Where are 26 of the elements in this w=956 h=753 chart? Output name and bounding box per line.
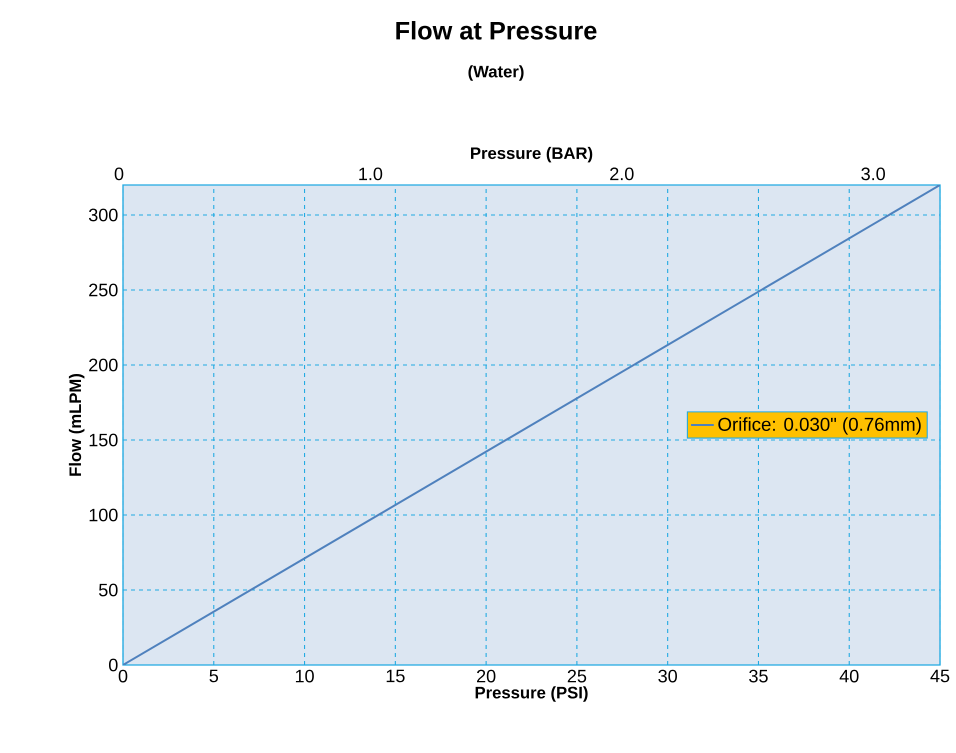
y-tick-label: 200 [89, 358, 118, 372]
x-tick-label: 40 [840, 670, 859, 682]
x-tick-label: 0 [118, 670, 128, 682]
x-tick-label: 35 [749, 670, 768, 682]
x2-tick-label: 3.0 [861, 168, 885, 180]
y-axis-title: Flow (mLPM) [68, 374, 84, 476]
x-axis-title: Pressure (PSI) [476, 686, 588, 702]
x-tick-label: 10 [296, 670, 314, 682]
y-tick-label: 150 [90, 434, 118, 446]
x-tick-label: 20 [477, 670, 496, 682]
x-tick-label: 30 [658, 670, 677, 682]
x-tick-label: 45 [930, 670, 950, 682]
chart-title: Flow at Pressure [396, 21, 596, 40]
x-tick-label: 15 [386, 670, 405, 682]
y-tick-label: 250 [89, 284, 118, 296]
y-tick-label: 0 [108, 658, 118, 672]
y-tick-label: 100 [90, 508, 118, 522]
x2-tick-label: 1.0 [359, 168, 382, 180]
x2-axis-title: Pressure (BAR) [471, 146, 592, 162]
chart-subtitle: (Water) [468, 65, 524, 81]
legend-label: Orifice: 0.030" (0.76mm) [718, 417, 921, 435]
x-tick-label: 5 [209, 670, 218, 682]
x-tick-label: 25 [568, 670, 586, 682]
y-tick-label: 50 [98, 584, 118, 596]
y-tick-label: 300 [88, 208, 118, 222]
x2-tick-label: 2.0 [610, 168, 634, 180]
